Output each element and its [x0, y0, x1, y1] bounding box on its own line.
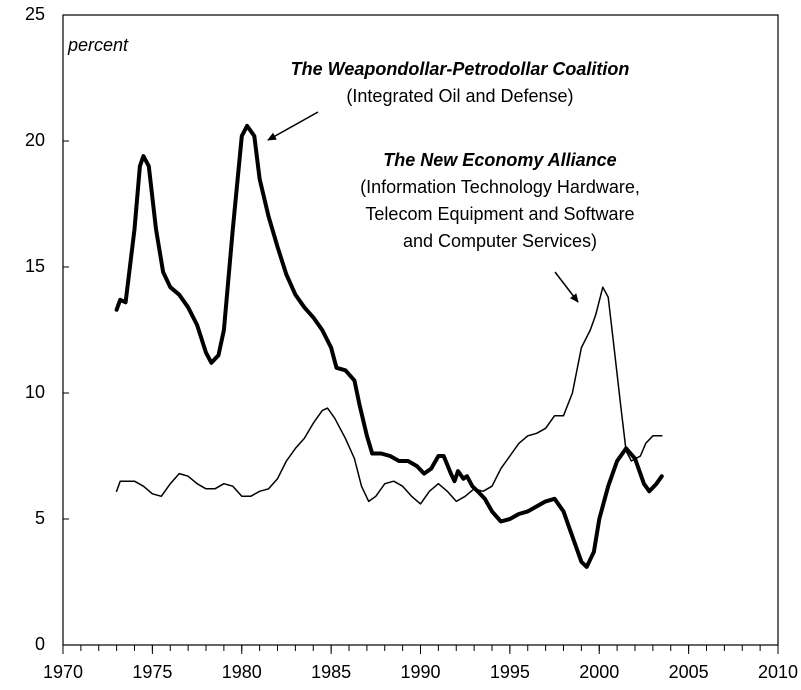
- arrow: [267, 111, 319, 141]
- x-tick-label: 1975: [132, 662, 172, 682]
- x-tick-label: 2010: [758, 662, 798, 682]
- series-line: [114, 123, 664, 569]
- series-description: Telecom Equipment and Software: [365, 204, 634, 224]
- x-tick-label: 2005: [669, 662, 709, 682]
- series-description: and Computer Services): [403, 231, 597, 251]
- plot-frame: [62, 14, 779, 646]
- y-tick-label: 5: [35, 508, 45, 528]
- x-tick-label: 2000: [579, 662, 619, 682]
- y-tick-label: 10: [25, 382, 45, 402]
- series-line: [115, 286, 663, 505]
- series-description: (Information Technology Hardware,: [360, 177, 640, 197]
- x-tick-label: 1995: [490, 662, 530, 682]
- x-tick-label: 1990: [400, 662, 440, 682]
- y-tick-label: 15: [25, 256, 45, 276]
- arrow: [554, 271, 579, 303]
- x-tick-label: 1985: [311, 662, 351, 682]
- series-label: The Weapondollar-Petrodollar Coalition: [291, 59, 630, 79]
- unit-label: percent: [67, 35, 129, 55]
- series-label: The New Economy Alliance: [383, 150, 616, 170]
- series-description: (Integrated Oil and Defense): [346, 86, 573, 106]
- y-tick-label: 20: [25, 130, 45, 150]
- y-tick-label: 25: [25, 4, 45, 24]
- x-tick-label: 1980: [222, 662, 262, 682]
- x-tick-label: 1970: [43, 662, 83, 682]
- y-tick-label: 0: [35, 634, 45, 654]
